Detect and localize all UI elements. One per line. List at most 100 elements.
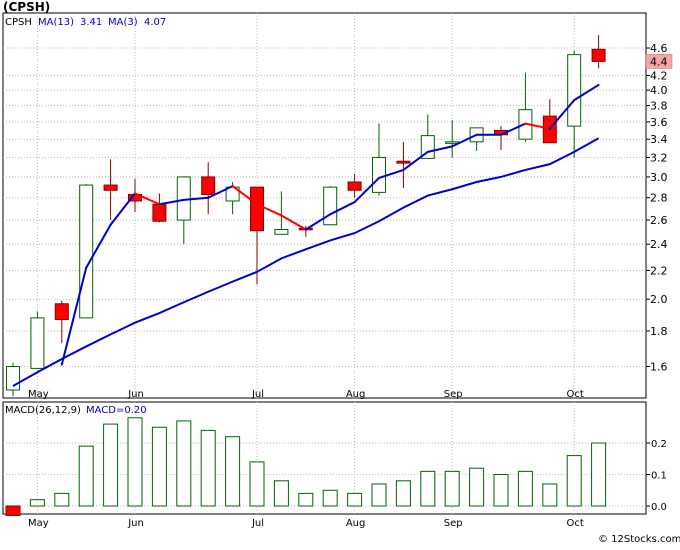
price-tick-label: 2.8 bbox=[650, 192, 668, 205]
ma-short-segment bbox=[231, 185, 258, 206]
macd-x-axis: May Jun Jul Aug Sep Oct bbox=[28, 518, 584, 529]
ma-short-segment bbox=[378, 168, 405, 179]
legend-ma-short: MA(3) bbox=[108, 17, 138, 28]
ma-short-segment bbox=[85, 223, 112, 269]
macd-bar bbox=[395, 480, 411, 507]
macd-tick-label: 0.1 bbox=[651, 471, 667, 482]
candle bbox=[250, 186, 264, 285]
macd-bar bbox=[103, 423, 119, 507]
macd-legend: MACD(26,12,9) MACD=0.20 bbox=[5, 405, 147, 416]
price-tick-label: 4.2 bbox=[650, 69, 668, 82]
macd-bar bbox=[420, 470, 436, 507]
ma-short-segment bbox=[524, 122, 551, 130]
price-tick-label: 4.0 bbox=[650, 84, 668, 97]
price-tick-label: 3.8 bbox=[650, 100, 668, 113]
macd-histogram bbox=[5, 417, 607, 516]
price-month-label: May bbox=[28, 389, 49, 400]
last-price-tag: 4.4 bbox=[645, 54, 673, 69]
candle bbox=[201, 162, 216, 215]
ma-short-segment bbox=[280, 214, 307, 231]
ma-short-segment bbox=[256, 203, 283, 217]
ma-short-segment bbox=[182, 196, 210, 201]
macd-value-label: MACD=0.20 bbox=[86, 405, 147, 416]
macd-params-label: MACD(26,12,9) bbox=[5, 405, 81, 416]
macd-bar bbox=[127, 417, 143, 507]
macd-bar bbox=[566, 455, 582, 507]
ma-short-segment bbox=[426, 145, 454, 153]
ma-short-segment bbox=[304, 213, 332, 231]
macd-bar bbox=[542, 483, 558, 507]
macd-bar bbox=[5, 505, 21, 516]
macd-month-label: May bbox=[28, 518, 49, 529]
candle bbox=[591, 35, 606, 69]
macd-bar bbox=[200, 429, 216, 507]
ma-short-segment bbox=[353, 176, 380, 204]
candlestick-series bbox=[6, 35, 606, 397]
price-tick-label: 3.4 bbox=[650, 133, 668, 146]
legend-ma-long-value: 3.41 bbox=[80, 17, 102, 28]
macd-bar bbox=[347, 492, 363, 507]
macd-y-axis: 0.0 0.1 0.2 bbox=[646, 439, 667, 513]
ma-short-segment bbox=[451, 133, 478, 148]
macd-month-label: Oct bbox=[567, 518, 584, 529]
price-tick-label: 2.6 bbox=[650, 214, 668, 227]
price-tick-label: 2.4 bbox=[650, 238, 668, 251]
price-tick-label: 3.6 bbox=[650, 116, 668, 129]
candle bbox=[396, 141, 411, 189]
price-tick-label: 2.2 bbox=[650, 264, 668, 277]
macd-bar bbox=[493, 474, 509, 507]
price-month-label: Jun bbox=[127, 389, 144, 400]
price-legend: CPSH MA(13) 3.41 MA(3) 4.07 bbox=[5, 17, 166, 28]
macd-bar bbox=[298, 492, 314, 507]
candle bbox=[567, 50, 582, 158]
price-tick-label: 2.0 bbox=[650, 293, 668, 306]
ma-short-segment bbox=[207, 185, 234, 199]
price-tick-label: 1.6 bbox=[650, 361, 668, 374]
ma-short-segment bbox=[500, 122, 527, 136]
price-month-label: Aug bbox=[346, 389, 366, 400]
macd-bar bbox=[225, 436, 241, 507]
legend-ma-long: MA(13) bbox=[38, 17, 74, 28]
macd-tick-label: 0.2 bbox=[651, 439, 667, 450]
macd-bar bbox=[54, 492, 70, 507]
candle bbox=[323, 186, 338, 226]
macd-bar bbox=[591, 442, 607, 507]
price-x-axis: May Jun Jul Aug Sep Oct bbox=[28, 389, 584, 400]
watermark: © 12Stocks.com bbox=[598, 534, 680, 545]
ma-short-segment bbox=[158, 198, 185, 206]
price-month-label: Jul bbox=[251, 389, 264, 400]
macd-bar bbox=[322, 489, 338, 507]
macd-month-label: Jun bbox=[127, 518, 144, 529]
ma-short-segment bbox=[548, 99, 576, 130]
ma-short-segment bbox=[573, 83, 600, 102]
macd-bar bbox=[371, 483, 387, 507]
price-tick-label: 1.8 bbox=[650, 325, 668, 338]
chart-title: (CPSH) bbox=[3, 0, 50, 14]
macd-tick-label: 0.0 bbox=[651, 502, 667, 513]
macd-bar bbox=[78, 445, 94, 507]
macd-bar bbox=[176, 420, 192, 507]
price-tick-label: 3.0 bbox=[650, 171, 668, 184]
ma-short-segment bbox=[402, 150, 429, 171]
macd-month-label: Jul bbox=[251, 518, 264, 529]
price-month-label: Oct bbox=[567, 389, 584, 400]
price-month-label: Sep bbox=[444, 389, 463, 400]
ma-short-segment bbox=[109, 192, 136, 226]
candle bbox=[30, 311, 45, 369]
macd-month-label: Sep bbox=[444, 518, 463, 529]
macd-bar bbox=[444, 470, 460, 507]
last-price-value: 4.4 bbox=[650, 55, 668, 68]
macd-month-label: Aug bbox=[346, 518, 366, 529]
ma-long-line bbox=[12, 137, 600, 387]
candle bbox=[79, 184, 94, 319]
macd-bar bbox=[151, 426, 167, 507]
macd-bar bbox=[469, 467, 485, 507]
macd-bar bbox=[249, 461, 265, 507]
legend-symbol: CPSH bbox=[5, 17, 32, 28]
ma-short-segment bbox=[60, 266, 88, 366]
macd-bar bbox=[517, 470, 533, 507]
ma-short-segment bbox=[329, 201, 356, 216]
legend-ma-short-value: 4.07 bbox=[144, 17, 166, 28]
